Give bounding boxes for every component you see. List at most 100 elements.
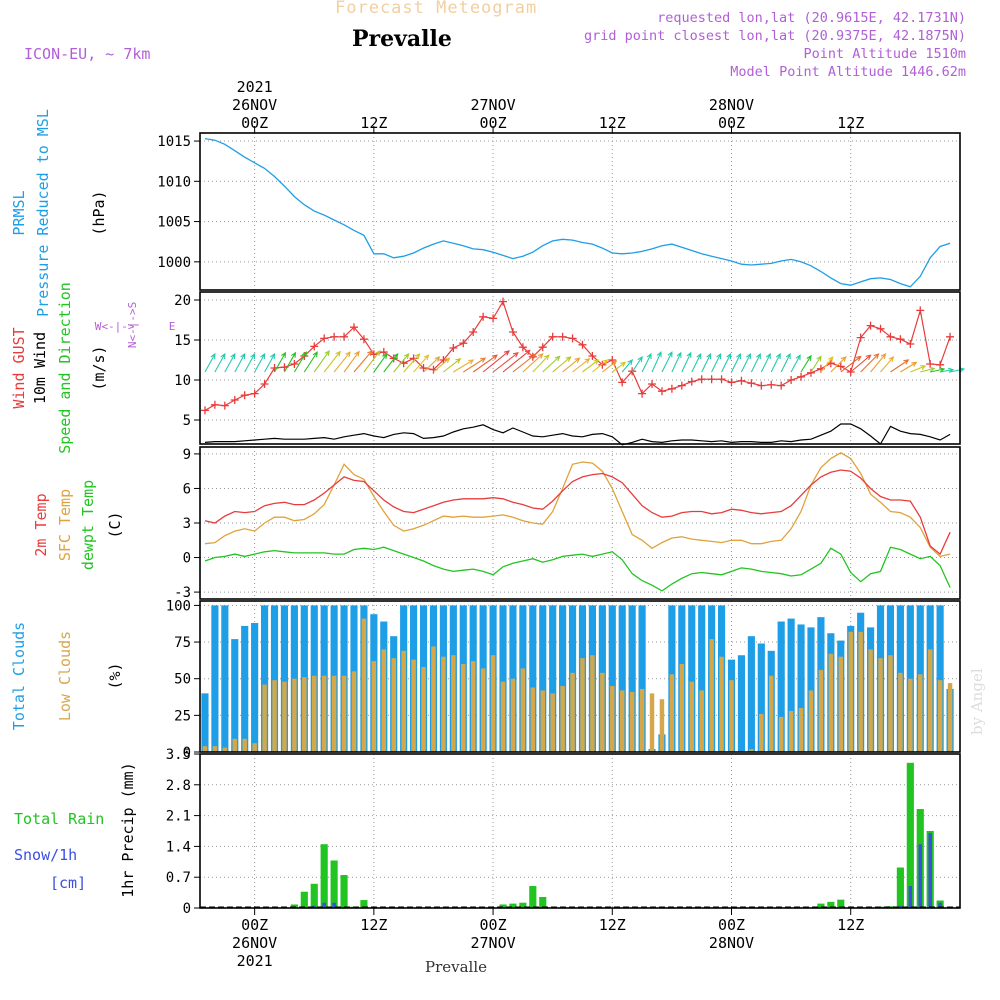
wind-arrow [274, 351, 287, 373]
bar-low-clouds [600, 672, 605, 752]
wind-arrow [472, 354, 499, 373]
wind-arrow [264, 352, 276, 373]
y-tick-label: 25 [174, 708, 191, 724]
bar-low-clouds [798, 708, 804, 752]
bar-snow-1h [332, 902, 336, 908]
bar-total-clouds [260, 605, 269, 752]
wind-10m-label: 10m Wind [31, 332, 49, 404]
bar-total-clouds [936, 605, 944, 752]
wind-arrow [681, 351, 692, 373]
bar-low-clouds [431, 646, 436, 752]
bar-total-rain [827, 901, 835, 908]
wind-arrow [641, 352, 652, 373]
bar-low-clouds [689, 681, 694, 752]
y-tick-label: 5 [183, 413, 191, 429]
y-tick-label: 15 [174, 333, 191, 349]
wind-arrow [234, 352, 246, 373]
gust-marker [479, 312, 488, 321]
gust-marker [588, 352, 597, 360]
y-tick-label: 3 [183, 516, 191, 532]
bar-low-clouds [341, 675, 347, 752]
bar-low-clouds [570, 672, 575, 752]
panel-frame [199, 291, 961, 445]
y-tick-label: 0 [183, 901, 191, 917]
footer-location: Prevalle [425, 958, 488, 976]
precip-unit-label: 1hr Precip (mm) [119, 762, 137, 897]
gust-marker [330, 332, 339, 341]
line-10m-wind [204, 423, 951, 446]
bar-low-clouds [490, 655, 496, 752]
top-time-label: 26NOV [232, 96, 277, 114]
gust-marker [618, 378, 627, 387]
bar-low-clouds [510, 678, 516, 752]
line-sfc-temp [204, 452, 951, 558]
gust-marker [379, 348, 388, 356]
chart-title: Forecast Meteogram [335, 0, 538, 18]
bar-low-clouds [202, 746, 208, 752]
gust-marker [290, 360, 299, 368]
bar-low-clouds [838, 656, 844, 752]
bar-low-clouds [669, 674, 675, 752]
bar-low-clouds [371, 661, 377, 752]
wind-arrow [353, 350, 373, 373]
temp-dewpt-label: dewpt Temp [79, 480, 97, 570]
gust-marker [906, 340, 915, 348]
bar-low-clouds [500, 681, 506, 752]
gust-marker [836, 362, 845, 371]
bar-snow-1h [928, 833, 932, 908]
clouds-low-label: Low Clouds [56, 631, 74, 721]
panel-3 [194, 601, 960, 753]
bottom-time-label: 12Z [599, 916, 626, 934]
line-prmsl [204, 137, 951, 288]
bar-low-clouds [312, 675, 317, 752]
gust-marker [926, 360, 935, 368]
bar-total-clouds [549, 605, 557, 752]
wind-arrow [463, 357, 487, 373]
wind-arrow [750, 352, 761, 373]
bar-low-clouds [749, 749, 754, 752]
bar-low-clouds [818, 669, 824, 752]
panel-2 [194, 447, 960, 599]
bar-total-clouds [221, 605, 229, 752]
wind-arrow [313, 349, 330, 373]
wind-arrow [880, 356, 895, 373]
bar-low-clouds [808, 690, 814, 752]
wind-arrow [740, 352, 751, 373]
bar-low-clouds [580, 658, 585, 752]
bar-total-rain [886, 906, 895, 908]
gust-marker [459, 339, 468, 348]
wind-arrow [303, 351, 318, 373]
bar-low-clouds [878, 658, 883, 752]
wind-arrow [790, 354, 801, 373]
top-time-label: 00Z [480, 114, 507, 132]
bar-total-rain [896, 867, 904, 908]
bar-total-rain [539, 897, 547, 908]
gust-marker [240, 391, 249, 400]
wind-arrow [443, 358, 462, 373]
bar-low-clouds [868, 649, 873, 752]
panel-frame [199, 753, 961, 909]
panel-frame [199, 600, 961, 753]
wind-arrow [283, 351, 297, 373]
y-tick-label: 9 [183, 447, 191, 463]
panel-0 [194, 133, 960, 290]
wind-arrow [552, 356, 572, 373]
precip-snow-unit: [cm] [50, 874, 86, 892]
wind-arrow [592, 359, 609, 373]
bar-total-clouds [757, 643, 765, 752]
gust-marker [608, 356, 617, 364]
gust-marker [518, 343, 527, 352]
bar-low-clouds [321, 675, 327, 752]
wind-arrow [890, 359, 910, 373]
y-tick-label: 100 [166, 598, 191, 614]
wind-arrow [930, 367, 946, 373]
bar-low-clouds [530, 687, 536, 752]
wind-arrow [800, 354, 812, 373]
bar-total-rain [837, 899, 845, 908]
y-tick-label: 50 [174, 672, 191, 688]
bar-low-clouds [232, 738, 238, 752]
wind-arrow [403, 353, 421, 373]
wind-arrow [244, 352, 256, 373]
bar-low-clouds [560, 686, 565, 752]
wind-arrow [482, 350, 511, 373]
